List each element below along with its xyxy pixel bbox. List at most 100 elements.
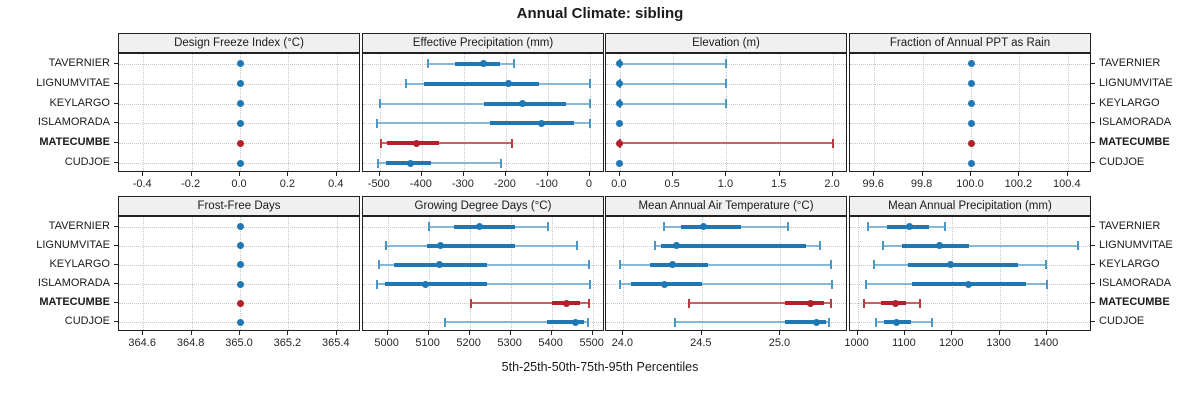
panel-frost-free-days	[118, 216, 360, 331]
axis-tick-label: 1.5	[771, 178, 787, 190]
whisker-cap-p5	[653, 241, 656, 251]
whisker-cap-p5	[688, 298, 691, 308]
v-gridline	[592, 217, 594, 330]
axis-tick	[618, 172, 620, 176]
v-gridline	[904, 217, 906, 330]
whisker-cap-p95	[829, 260, 832, 270]
axis-tick	[1046, 331, 1047, 335]
axis-tick-label: 0.0	[231, 178, 247, 190]
iqr-bar-25-75	[907, 262, 1019, 267]
whisker-cap-p95	[725, 79, 728, 89]
station-label-right: TAVERNIER	[1099, 56, 1161, 69]
v-gridline	[240, 54, 241, 171]
v-gridline	[469, 217, 471, 330]
axis-tick-label: 364.8	[176, 337, 205, 349]
median-dot	[571, 318, 579, 326]
axis-tick-label: 24.0	[611, 337, 633, 349]
axis-tick-label: 99.8	[910, 178, 933, 190]
axis-tick-label: 0	[585, 178, 592, 190]
whisker-cap-p95	[513, 59, 516, 69]
station-label-right: LIGNUMVITAE	[1099, 238, 1173, 251]
station-label-left: LIGNUMVITAE	[36, 238, 110, 251]
station-label-left: CUDJOE	[64, 156, 110, 169]
axis-tick-label: 5500	[579, 337, 604, 349]
v-gridline	[701, 217, 703, 330]
percentile-whisker-5-95	[619, 102, 727, 105]
median-dot	[236, 139, 244, 147]
whisker-cap-p5	[674, 317, 677, 327]
station-label-left: ISLAMORADA	[37, 277, 110, 290]
axis-tick-label: 100.2	[1004, 178, 1033, 190]
row-tick-left	[114, 82, 118, 84]
median-dot	[407, 159, 415, 167]
panel-strip: Mean Annual Precipitation (mm)	[849, 196, 1091, 216]
percentile-whisker-5-95	[445, 321, 589, 324]
whisker-cap-p95	[943, 222, 946, 232]
median-dot	[967, 60, 975, 68]
axis-tick-label: 364.6	[128, 337, 156, 349]
panel-title: Elevation (m)	[692, 37, 760, 49]
axis-tick-label: 25.0	[768, 337, 791, 349]
axis-tick	[420, 172, 422, 176]
iqr-bar-25-75	[785, 320, 826, 325]
station-label-right: CUDJOE	[1099, 315, 1145, 328]
whisker-cap-p5	[663, 222, 666, 232]
whisker-cap-p5	[375, 279, 378, 289]
axis-tick	[1066, 172, 1068, 176]
axis-tick-label: 1200	[939, 337, 964, 349]
whisker-cap-p95	[575, 241, 578, 251]
median-dot	[538, 119, 546, 127]
whisker-cap-p5	[619, 279, 622, 289]
whisker-cap-p95	[725, 99, 728, 109]
v-gridline	[387, 217, 389, 330]
percentile-whisker-5-95	[620, 283, 833, 286]
whisker-cap-p95	[725, 59, 728, 69]
axis-tick-label: -0.4	[132, 178, 152, 190]
axis-tick-label: -300	[451, 178, 474, 190]
median-dot	[475, 223, 483, 231]
axis-tick	[832, 172, 834, 176]
panel-strip: Frost-Free Days	[118, 196, 360, 216]
axis-tick-label: -0.2	[181, 178, 201, 190]
whisker-cap-p95	[930, 317, 933, 327]
median-dot	[480, 60, 488, 68]
median-dot	[967, 100, 975, 108]
axis-tick	[1018, 172, 1020, 176]
percentile-whisker-5-95	[376, 122, 590, 125]
axis-tick	[142, 172, 144, 176]
axis-tick-label: 0.4	[328, 178, 344, 190]
axis-tick-label: 365.2	[273, 337, 302, 349]
whisker-cap-p95	[1046, 279, 1048, 289]
median-dot	[616, 60, 624, 68]
median-dot	[236, 318, 244, 326]
median-dot	[563, 299, 571, 307]
whisker-cap-p95	[588, 99, 591, 109]
panel-title: Fraction of Annual PPT as Rain	[889, 37, 1051, 49]
axis-tick-label: 365.0	[225, 337, 253, 349]
percentile-whisker-5-95	[619, 62, 727, 65]
median-dot	[616, 100, 624, 108]
axis-tick-label: 365.4	[322, 337, 350, 349]
axis-tick-label: 1300	[986, 337, 1011, 349]
whisker-cap-p5	[378, 99, 381, 109]
row-tick-right	[1091, 122, 1095, 124]
station-label-right: LIGNUMVITAE	[1099, 76, 1173, 89]
row-tick-left	[114, 283, 118, 285]
station-label-right: MATECUMBE	[1099, 136, 1170, 149]
panel-strip: Design Freeze Index (°C)	[118, 33, 360, 53]
station-label-left: ISLAMORADA	[37, 116, 110, 129]
panel-mean-annual-precipitation-mm-	[849, 216, 1091, 331]
whisker-cap-p5	[875, 317, 878, 327]
axis-tick-label: 100.0	[956, 178, 984, 190]
median-dot	[236, 60, 244, 68]
whisker-cap-p95	[829, 298, 832, 308]
row-tick-left	[114, 102, 118, 104]
percentile-whisker-5-95	[619, 142, 834, 145]
whisker-cap-p5	[865, 279, 868, 289]
station-label-right: KEYLARGO	[1099, 257, 1160, 270]
station-label-right: ISLAMORADA	[1099, 116, 1172, 129]
v-gridline	[779, 54, 781, 171]
station-label-left: KEYLARGO	[49, 257, 110, 270]
station-label-left: TAVERNIER	[48, 56, 110, 69]
